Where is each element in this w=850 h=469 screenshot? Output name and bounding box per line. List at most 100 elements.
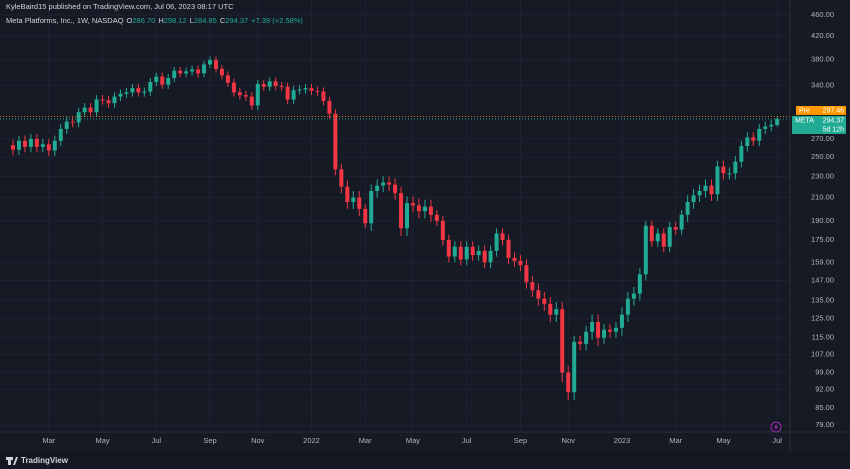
candle-body bbox=[446, 239, 451, 257]
y-tick-label: 460.00 bbox=[811, 10, 834, 19]
candle-body bbox=[566, 372, 571, 393]
candle-body bbox=[584, 331, 589, 344]
candle-body bbox=[11, 145, 15, 150]
candle-body bbox=[124, 92, 129, 94]
candle-body bbox=[375, 185, 380, 191]
y-tick-label: 190.00 bbox=[811, 216, 834, 225]
candle-body bbox=[416, 205, 421, 212]
candle-body bbox=[309, 88, 314, 91]
candle-body bbox=[112, 96, 117, 104]
brand: TradingView bbox=[21, 456, 69, 465]
candle-body bbox=[554, 309, 559, 315]
candle-body bbox=[94, 99, 99, 113]
candle-body bbox=[405, 203, 410, 229]
candle-body bbox=[136, 88, 141, 93]
y-tick-label: 99.00 bbox=[815, 368, 834, 377]
candle-body bbox=[667, 227, 672, 247]
grid bbox=[0, 0, 790, 432]
candle-body bbox=[500, 233, 505, 240]
price-tag-label: Pre bbox=[799, 107, 810, 114]
candle-body bbox=[160, 76, 165, 85]
candle-body bbox=[572, 341, 577, 393]
candle-body bbox=[691, 195, 696, 203]
candle-body bbox=[303, 88, 308, 90]
candle-body bbox=[381, 182, 386, 186]
candle-body bbox=[178, 70, 183, 74]
candle-body bbox=[82, 107, 87, 113]
candle-body bbox=[142, 91, 147, 93]
y-tick-label: 420.00 bbox=[811, 31, 834, 40]
candle-body bbox=[530, 282, 535, 291]
candle-body bbox=[369, 190, 374, 224]
candle-body bbox=[488, 250, 493, 263]
candle-body bbox=[482, 250, 487, 263]
x-tick-label: Jul bbox=[462, 436, 472, 445]
y-tick-label: 125.00 bbox=[811, 313, 834, 322]
candle-body bbox=[273, 81, 278, 87]
x-tick-label: Mar bbox=[669, 436, 682, 445]
candle-body bbox=[130, 88, 135, 93]
candle-body bbox=[476, 250, 481, 256]
candle-body bbox=[524, 265, 529, 283]
candle-body bbox=[763, 126, 768, 129]
candle-body bbox=[608, 329, 612, 332]
candle-body bbox=[351, 197, 356, 203]
candle-body bbox=[631, 293, 636, 299]
x-tick-label: Jul bbox=[151, 436, 161, 445]
candle-body bbox=[673, 227, 678, 230]
candle-body bbox=[715, 166, 720, 195]
y-tick-label: 147.00 bbox=[811, 276, 834, 285]
candle-body bbox=[709, 185, 714, 195]
candle-body bbox=[518, 260, 523, 266]
price-tag-countdown: 5d 12h bbox=[823, 126, 845, 133]
x-tick-label: May bbox=[406, 436, 420, 445]
candle-body bbox=[28, 139, 33, 147]
candle-body bbox=[661, 233, 666, 247]
candle-body bbox=[208, 60, 213, 65]
candle-body bbox=[345, 186, 350, 203]
candle-body bbox=[363, 208, 368, 224]
candle-body bbox=[470, 246, 475, 256]
legend-name: Meta Platforms, Inc., 1W, NASDAQ bbox=[6, 16, 124, 25]
plot bbox=[0, 56, 790, 401]
candle-body bbox=[249, 96, 254, 106]
candle-body bbox=[52, 140, 57, 151]
candle-body bbox=[285, 86, 290, 100]
candle-body bbox=[619, 314, 624, 328]
y-tick-label: 135.00 bbox=[811, 295, 834, 304]
candle-body bbox=[267, 81, 272, 87]
y-tick-label: 115.00 bbox=[812, 333, 834, 342]
candle-body bbox=[625, 298, 630, 315]
candle-body bbox=[213, 60, 218, 69]
y-tick-label: 380.00 bbox=[811, 54, 834, 63]
candle-body bbox=[512, 257, 517, 261]
x-tick-label: Sep bbox=[514, 436, 527, 445]
candle-body bbox=[697, 190, 702, 196]
legend-value: 298.12 bbox=[164, 16, 187, 25]
candle-body bbox=[291, 90, 296, 100]
candle-body bbox=[219, 68, 224, 76]
candle-body bbox=[16, 140, 21, 150]
legend-value: 286.70 bbox=[132, 16, 155, 25]
candle-body bbox=[76, 112, 81, 123]
candle-body bbox=[357, 197, 362, 209]
candle-body bbox=[166, 77, 171, 85]
candle-body bbox=[721, 166, 726, 174]
candle-body bbox=[255, 84, 260, 106]
candle-body bbox=[578, 341, 583, 344]
legend-key: L bbox=[190, 16, 194, 25]
x-tick-label: Mar bbox=[42, 436, 55, 445]
candle-body bbox=[548, 303, 553, 315]
y-tick-label: 79.00 bbox=[815, 420, 834, 429]
candle-body bbox=[422, 206, 427, 212]
candle-body bbox=[560, 309, 565, 373]
candle-body bbox=[751, 137, 756, 141]
candle-body bbox=[22, 140, 27, 147]
candle-body bbox=[775, 118, 780, 126]
x-tick-label: Sep bbox=[203, 436, 216, 445]
candle-body bbox=[428, 206, 433, 215]
candle-body bbox=[685, 202, 690, 215]
candle-body bbox=[434, 214, 439, 221]
legend-value: 284.85 bbox=[194, 16, 217, 25]
